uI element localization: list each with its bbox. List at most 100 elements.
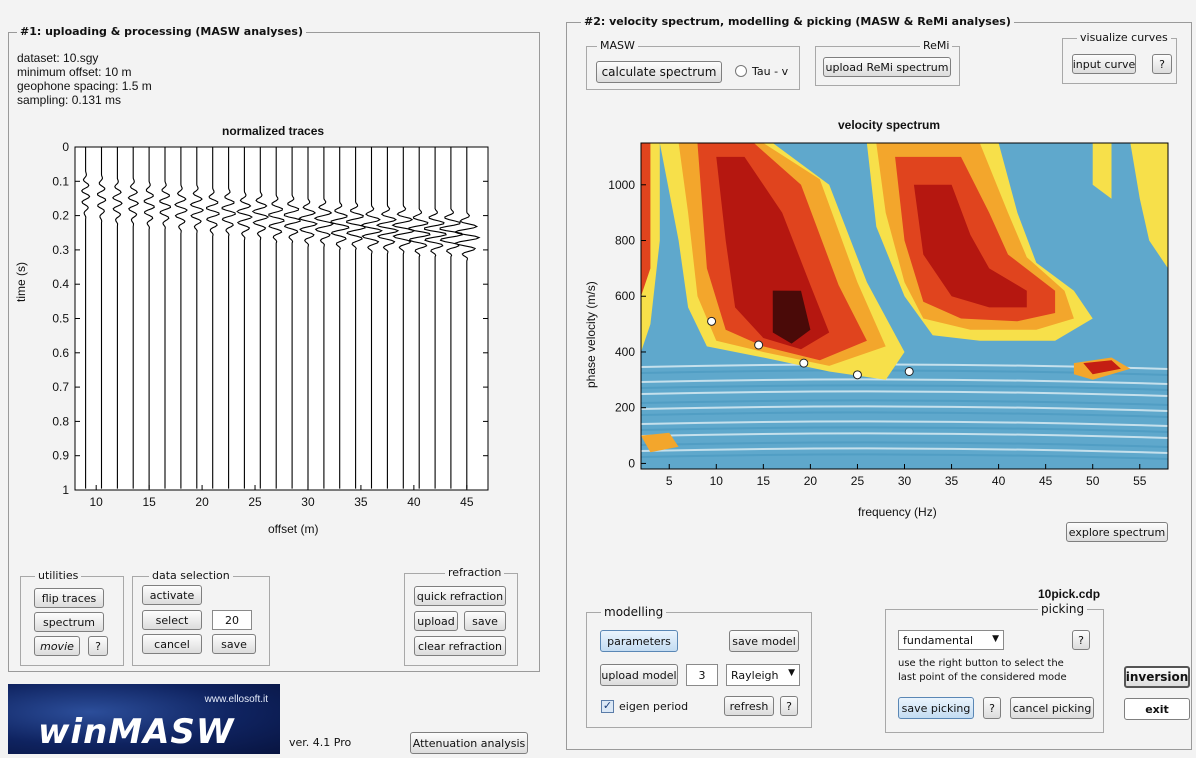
seismic-trace xyxy=(330,146,350,489)
data-selection-group: data selection xyxy=(132,569,270,666)
exit-button[interactable]: exit xyxy=(1124,698,1190,720)
mode-select[interactable]: fundamental ▼ xyxy=(898,630,1004,650)
y-tick-label: 0.2 xyxy=(52,209,69,223)
energy-lobe xyxy=(772,290,811,344)
calculate-spectrum-button[interactable]: calculate spectrum xyxy=(596,61,722,83)
modelling-help-button[interactable]: ? xyxy=(780,696,798,716)
data-selection-title: data selection xyxy=(149,569,233,582)
spectrum-chart-title: velocity spectrum xyxy=(838,118,941,132)
inversion-button[interactable]: inversion xyxy=(1124,666,1190,688)
picking-note-line1: use the right button to select the xyxy=(898,658,1064,669)
masw-group: MASW xyxy=(586,39,800,90)
x-tick-label: 40 xyxy=(992,474,1006,488)
tau-v-radio[interactable] xyxy=(735,65,747,77)
geophone-spacing: geophone spacing: 1.5 m xyxy=(17,79,152,93)
cancel-selection-button[interactable]: cancel xyxy=(142,634,202,654)
picking-filename: 10pick.cdp xyxy=(1038,587,1101,601)
y-tick-label: 0.4 xyxy=(52,277,69,291)
y-tick-label: 0.9 xyxy=(52,449,69,463)
utilities-title: utilities xyxy=(35,569,82,582)
save-picking-button[interactable]: save picking xyxy=(898,697,974,719)
eigen-period-label: eigen period xyxy=(619,700,689,713)
y-tick-label: 800 xyxy=(615,234,635,248)
parameters-button[interactable]: parameters xyxy=(600,630,678,652)
traces-xlabel: offset (m) xyxy=(268,522,319,536)
x-tick-label: 35 xyxy=(354,495,368,509)
x-tick-label: 50 xyxy=(1086,474,1100,488)
x-tick-label: 20 xyxy=(804,474,818,488)
save-refraction-button[interactable]: save xyxy=(464,611,506,631)
quick-refraction-button[interactable]: quick refraction xyxy=(414,586,506,606)
chevron-down-icon: ▼ xyxy=(788,668,795,678)
seismic-trace xyxy=(375,146,400,489)
energy-lobe xyxy=(641,143,651,297)
cancel-picking-button[interactable]: cancel picking xyxy=(1010,697,1094,719)
save-model-button[interactable]: save model xyxy=(729,630,799,652)
x-tick-label: 55 xyxy=(1133,474,1147,488)
picking-note-line2: last point of the considered mode xyxy=(898,672,1067,683)
visualize-help-button[interactable]: ? xyxy=(1152,54,1172,74)
seismic-trace xyxy=(313,146,335,489)
picked-point xyxy=(754,340,764,350)
picking-help-button-top[interactable]: ? xyxy=(1072,630,1090,650)
picked-point xyxy=(852,370,862,380)
activate-button[interactable]: activate xyxy=(142,585,202,605)
wave-type-select[interactable]: Rayleigh ▼ xyxy=(726,664,800,686)
movie-button[interactable]: movie xyxy=(34,636,80,656)
attenuation-analysis-button[interactable]: Attenuation analysis xyxy=(410,732,528,754)
y-tick-label: 0.7 xyxy=(52,380,69,394)
layers-count-field[interactable]: 3 xyxy=(686,664,718,686)
spectrum-stripe xyxy=(641,378,1168,385)
save-selection-button[interactable]: save xyxy=(212,634,256,654)
selection-count-field[interactable]: 20 xyxy=(212,610,252,630)
seismic-trace xyxy=(408,146,431,489)
seismic-trace xyxy=(159,146,172,489)
y-tick-label: 0.5 xyxy=(52,312,69,326)
refresh-button[interactable]: refresh xyxy=(724,696,774,716)
seismic-trace xyxy=(283,146,301,489)
spectrum-button[interactable]: spectrum xyxy=(34,612,104,632)
spectrum-stripe xyxy=(641,453,1168,460)
visualize-curves-group: visualize curves xyxy=(1062,31,1177,84)
traces-chart-title: normalized traces xyxy=(222,124,325,138)
seismic-trace xyxy=(346,146,366,489)
seismic-trace xyxy=(174,146,188,489)
seismic-trace xyxy=(143,146,155,489)
x-tick-label: 30 xyxy=(301,495,315,509)
picking-title: picking xyxy=(1038,602,1088,616)
picked-point xyxy=(904,366,914,376)
refraction-title: refraction xyxy=(445,566,505,579)
seismic-trace xyxy=(127,146,140,489)
logo-name: winMASW xyxy=(38,712,235,752)
flip-traces-button[interactable]: flip traces xyxy=(34,588,104,608)
seismic-trace xyxy=(268,146,285,489)
seismic-trace xyxy=(221,146,236,489)
picking-help-button[interactable]: ? xyxy=(983,697,1001,719)
x-tick-label: 25 xyxy=(851,474,865,488)
x-tick-label: 15 xyxy=(142,495,156,509)
y-tick-label: 200 xyxy=(615,401,635,415)
utilities-group: utilities xyxy=(20,569,124,666)
x-tick-label: 10 xyxy=(710,474,724,488)
input-curve-button[interactable]: input curve xyxy=(1072,54,1136,74)
upload-model-button[interactable]: upload model xyxy=(600,664,678,686)
seismic-trace xyxy=(251,146,270,489)
upload-remi-spectrum-button[interactable]: upload ReMi spectrum xyxy=(823,57,951,77)
y-tick-label: 1 xyxy=(62,483,69,497)
dataset-name: dataset: 10.sgy xyxy=(17,51,99,65)
seismic-trace xyxy=(189,146,205,489)
utilities-help-button[interactable]: ? xyxy=(88,636,108,656)
y-tick-label: 0.6 xyxy=(52,346,69,360)
clear-refraction-button[interactable]: clear refraction xyxy=(414,636,506,656)
spectrum-xlabel: frequency (Hz) xyxy=(858,505,937,519)
explore-spectrum-button[interactable]: explore spectrum xyxy=(1066,522,1168,542)
spectrum-stripe xyxy=(641,411,1168,418)
remi-group: ReMi xyxy=(815,39,960,86)
select-button[interactable]: select xyxy=(142,610,202,630)
y-tick-label: 0 xyxy=(628,456,635,470)
upload-refraction-button[interactable]: upload xyxy=(414,611,458,631)
y-tick-label: 1000 xyxy=(608,178,635,192)
eigen-period-checkbox[interactable]: ✓ xyxy=(601,700,614,713)
